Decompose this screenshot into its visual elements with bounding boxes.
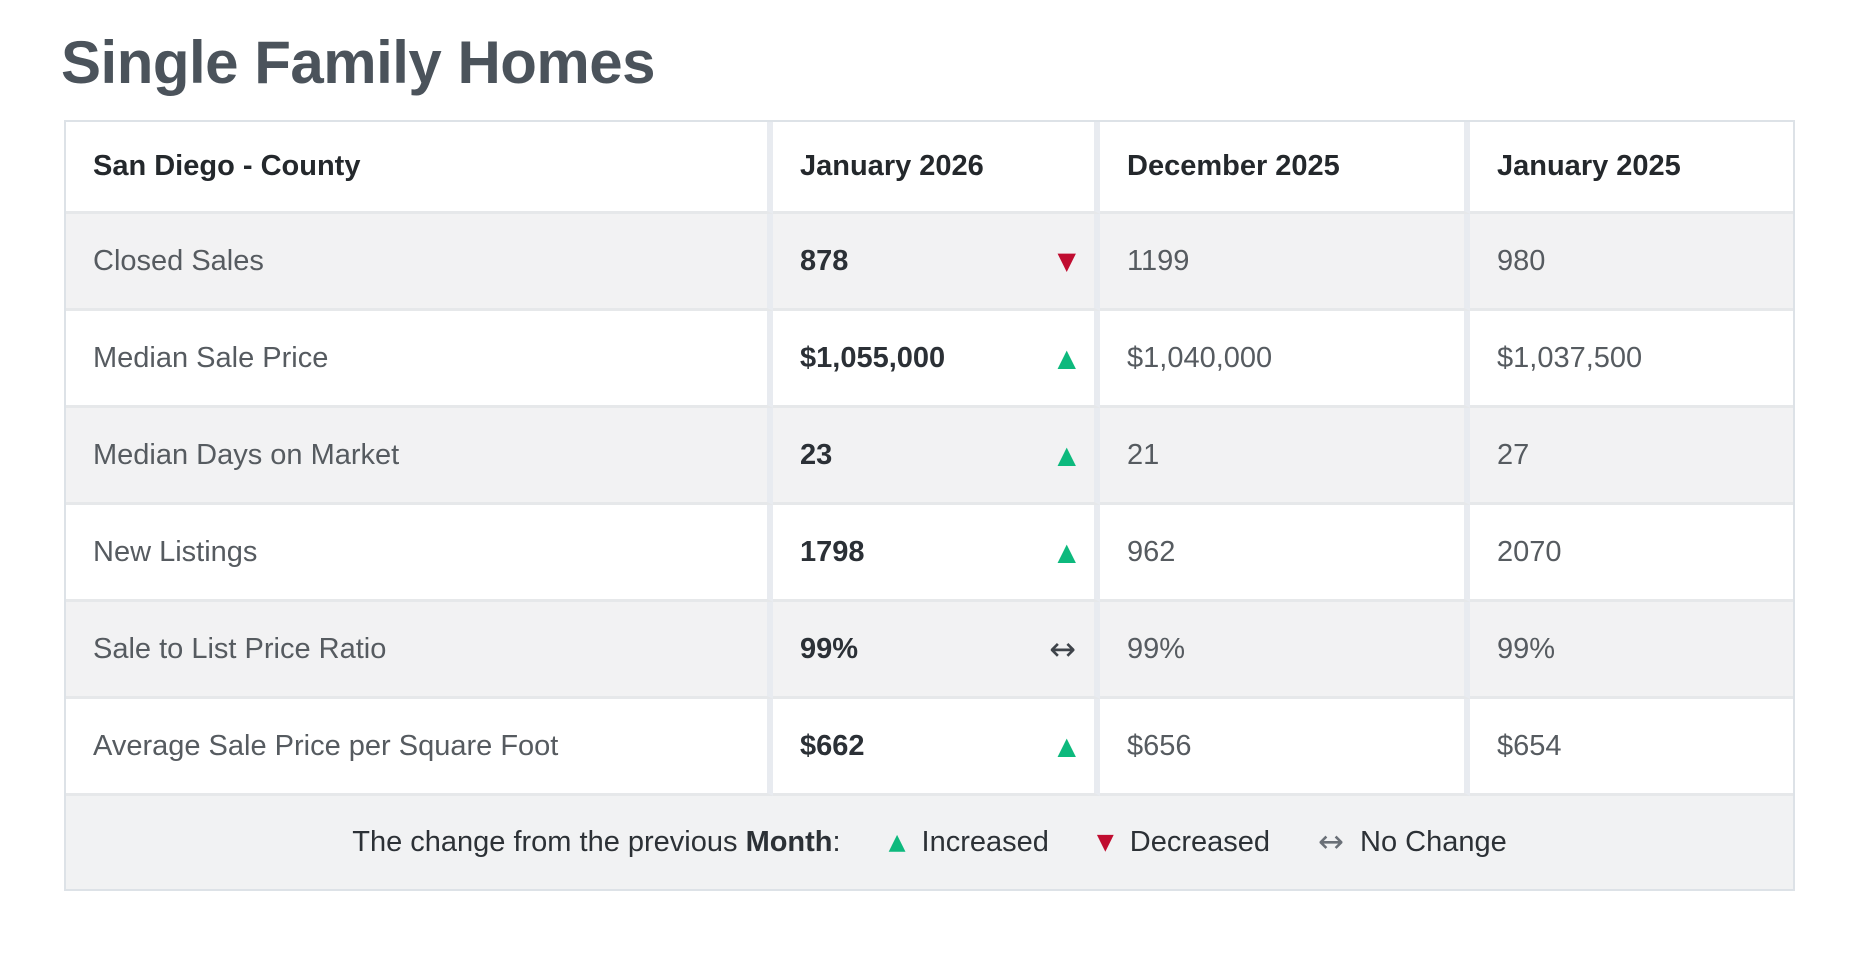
current-value-cell: 99% ↔ [773, 602, 1100, 699]
stats-table: San Diego - County January 2026 December… [66, 122, 1793, 889]
legend-item-label: Increased [921, 826, 1049, 858]
column-header-previous-year: January 2025 [1470, 122, 1793, 214]
triangle-up-icon: ▲ [1057, 441, 1076, 469]
metric-label: Sale to List Price Ratio [66, 602, 773, 699]
legend-item-no-change: ↔ No Change [1318, 826, 1507, 859]
triangle-up-icon: ▲ [888, 829, 906, 855]
previous-year-value: 980 [1470, 214, 1793, 311]
left-right-arrow-icon: ↔ [1049, 630, 1076, 668]
legend-item-increased: ▲ Increased [889, 826, 1049, 859]
legend-item-decreased: ▼ Decreased [1097, 826, 1270, 859]
table-row-sale-to-list-price-ratio: Sale to List Price Ratio 99% ↔ 99% 99% [66, 602, 1793, 699]
triangle-up-icon: ▲ [1057, 344, 1076, 372]
report-page: Single Family Homes San Diego - County J… [61, 29, 1795, 891]
legend-item-label: Decreased [1129, 826, 1271, 858]
previous-year-value: 99% [1470, 602, 1793, 699]
page-title: Single Family Homes [61, 29, 656, 96]
left-right-arrow-icon: ↔ [1318, 824, 1345, 860]
previous-month-value: $656 [1100, 699, 1470, 796]
current-value: 1798 [800, 535, 865, 568]
current-value-cell: 878 ▼ [773, 214, 1100, 311]
legend-prefix-text: The change from the previous [352, 826, 746, 858]
legend-period-text: Month [745, 826, 833, 858]
table-row-average-sale-price-per-square-foot: Average Sale Price per Square Foot $662 … [66, 699, 1793, 796]
legend-row: The change from the previous Month: ▲ In… [66, 796, 1793, 889]
metric-label: Median Days on Market [66, 408, 773, 505]
metric-label: Median Sale Price [66, 311, 773, 408]
previous-month-value: 99% [1100, 602, 1470, 699]
column-header-previous-month: December 2025 [1100, 122, 1470, 214]
column-header-region: San Diego - County [66, 122, 773, 214]
header-row: San Diego - County January 2026 December… [66, 122, 1793, 214]
previous-year-value: $1,037,500 [1470, 311, 1793, 408]
triangle-down-icon: ▼ [1096, 829, 1114, 855]
metric-label: Closed Sales [66, 214, 773, 311]
metric-label: New Listings [66, 505, 773, 602]
triangle-up-icon: ▲ [1057, 732, 1076, 760]
stats-table-container: San Diego - County January 2026 December… [64, 120, 1795, 891]
current-value-cell: 23 ▲ [773, 408, 1100, 505]
current-value: 99% [800, 632, 859, 665]
current-value: 23 [800, 438, 833, 471]
current-value: $662 [800, 729, 865, 762]
previous-month-value: 962 [1100, 505, 1470, 602]
current-value: 878 [800, 244, 849, 277]
table-row-median-days-on-market: Median Days on Market 23 ▲ 21 27 [66, 408, 1793, 505]
triangle-up-icon: ▲ [1057, 538, 1076, 566]
previous-year-value: 27 [1470, 408, 1793, 505]
current-value-cell: 1798 ▲ [773, 505, 1100, 602]
current-value-cell: $662 ▲ [773, 699, 1100, 796]
current-value: $1,055,000 [800, 341, 946, 374]
previous-month-value: 1199 [1100, 214, 1470, 311]
legend-cell: The change from the previous Month: ▲ In… [66, 796, 1793, 889]
previous-month-value: 21 [1100, 408, 1470, 505]
column-header-current-month: January 2026 [773, 122, 1100, 214]
triangle-down-icon: ▼ [1057, 247, 1076, 275]
legend-sentence: The change from the previous Month: [352, 826, 840, 859]
previous-month-value: $1,040,000 [1100, 311, 1470, 408]
metric-label: Average Sale Price per Square Foot [66, 699, 773, 796]
previous-year-value: 2070 [1470, 505, 1793, 602]
table-row-new-listings: New Listings 1798 ▲ 962 2070 [66, 505, 1793, 602]
table-row-closed-sales: Closed Sales 878 ▼ 1199 980 [66, 214, 1793, 311]
legend-item-label: No Change [1360, 826, 1507, 858]
legend-colon: : [832, 826, 841, 858]
legend: The change from the previous Month: ▲ In… [66, 826, 1793, 859]
table-row-median-sale-price: Median Sale Price $1,055,000 ▲ $1,040,00… [66, 311, 1793, 408]
current-value-cell: $1,055,000 ▲ [773, 311, 1100, 408]
previous-year-value: $654 [1470, 699, 1793, 796]
